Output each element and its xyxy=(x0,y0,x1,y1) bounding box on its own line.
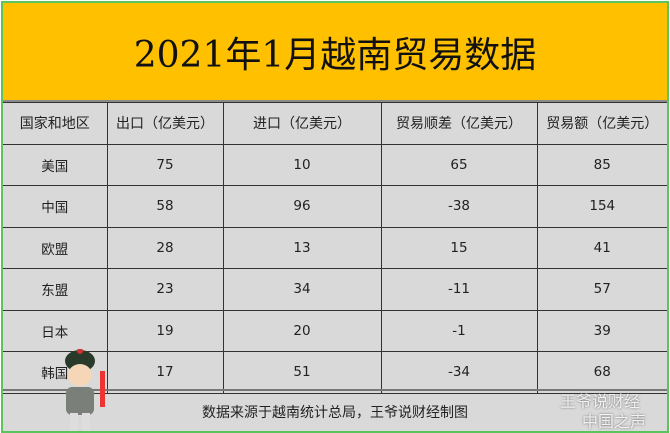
value-cell: 57 xyxy=(536,268,667,311)
column-header: 国家和地区 xyxy=(3,102,108,145)
table-row: 中国 58 96 -38 154 xyxy=(3,185,667,228)
value-cell: 58 xyxy=(106,185,224,228)
value-cell: 41 xyxy=(536,226,667,269)
table-row: 韩国 17 51 -34 68 xyxy=(3,351,667,394)
value-cell: 10 xyxy=(222,143,382,186)
value-cell: 39 xyxy=(536,309,667,352)
table-row: 美国 75 10 65 85 xyxy=(3,143,667,186)
value-cell: 65 xyxy=(380,143,538,186)
value-cell: 154 xyxy=(536,185,667,228)
value-cell: 34 xyxy=(222,268,382,311)
value-cell: 13 xyxy=(222,226,382,269)
cartoon-character-image xyxy=(65,349,105,431)
region-cell: 日本 xyxy=(3,309,108,352)
column-header: 出口（亿美元） xyxy=(106,102,224,145)
wechat-watermark: 王爷说财经 xyxy=(560,392,641,411)
value-cell: 17 xyxy=(106,351,224,394)
column-header: 进口（亿美元） xyxy=(222,102,382,145)
value-cell: 96 xyxy=(222,185,382,228)
value-cell: -38 xyxy=(380,185,538,228)
column-header: 贸易额（亿美元） xyxy=(536,102,667,145)
value-cell: 23 xyxy=(106,268,224,311)
value-cell: -34 xyxy=(380,351,538,394)
trade-table: 国家和地区 出口（亿美元） 进口（亿美元） 贸易顺差（亿美元） 贸易额（亿美元） 美国 7… xyxy=(3,102,667,394)
value-cell: 20 xyxy=(222,309,382,352)
region-cell: 中国 xyxy=(3,185,108,228)
table-row: 东盟 23 34 -11 57 xyxy=(3,268,667,311)
page-title: 2021年1月越南贸易数据 xyxy=(3,3,667,102)
weibo-watermark: 中国之声 xyxy=(582,412,647,431)
value-cell: 19 xyxy=(106,309,224,352)
value-cell: 85 xyxy=(536,143,667,186)
value-cell: 15 xyxy=(380,226,538,269)
value-cell: 75 xyxy=(106,143,224,186)
value-cell: 28 xyxy=(106,226,224,269)
value-cell: 68 xyxy=(536,351,667,394)
value-cell: 51 xyxy=(222,351,382,394)
value-cell: -11 xyxy=(380,268,538,311)
region-cell: 美国 xyxy=(3,143,108,186)
table-row: 日本 19 20 -1 39 xyxy=(3,309,667,352)
region-cell: 东盟 xyxy=(3,268,108,311)
value-cell: -1 xyxy=(380,309,538,352)
source-note: 数据来源于越南统计总局，王爷说财经制图 xyxy=(3,389,667,433)
column-header: 贸易顺差（亿美元） xyxy=(380,102,538,145)
header-row: 国家和地区 出口（亿美元） 进口（亿美元） 贸易顺差（亿美元） 贸易额（亿美元） xyxy=(3,102,667,145)
table-row: 欧盟 28 13 15 41 xyxy=(3,226,667,269)
region-cell: 欧盟 xyxy=(3,226,108,269)
